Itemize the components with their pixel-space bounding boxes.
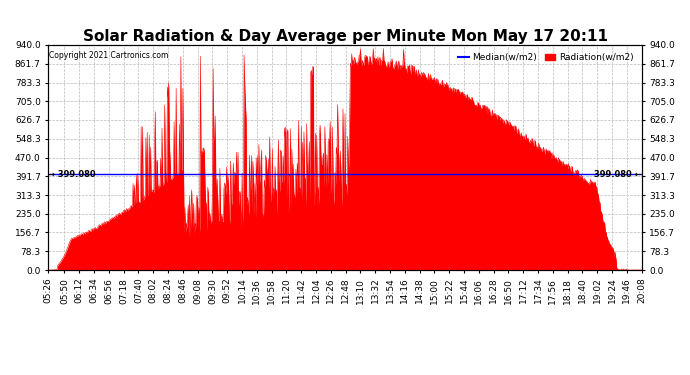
Text: 399.080 ←: 399.080 ← — [594, 170, 642, 179]
Text: → 399.080: → 399.080 — [48, 170, 96, 179]
Title: Solar Radiation & Day Average per Minute Mon May 17 20:11: Solar Radiation & Day Average per Minute… — [83, 29, 607, 44]
Text: Copyright 2021 Cartronics.com: Copyright 2021 Cartronics.com — [50, 51, 169, 60]
Legend: Median(w/m2), Radiation(w/m2): Median(w/m2), Radiation(w/m2) — [455, 50, 637, 66]
